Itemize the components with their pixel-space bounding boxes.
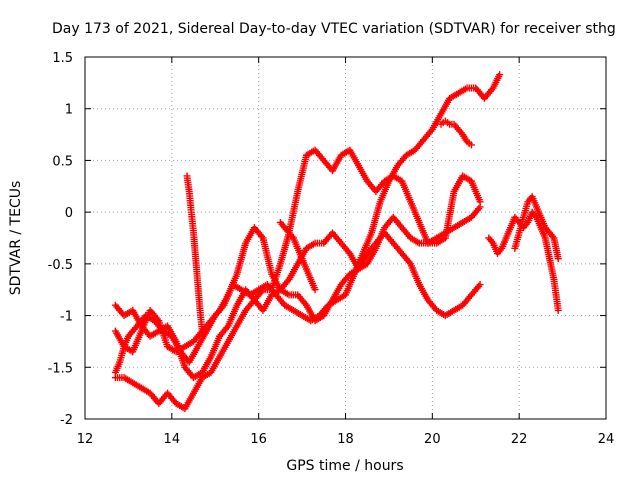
x-tick-label: 14 <box>164 432 181 447</box>
y-tick-label: 0.5 <box>52 154 73 169</box>
series-7 <box>485 208 562 314</box>
series-6 <box>276 218 319 294</box>
x-axis-label: GPS time / hours <box>286 458 403 474</box>
data-point <box>554 306 562 314</box>
series-2 <box>111 203 484 382</box>
chart-title: Day 173 of 2021, Sidereal Day-to-day VTE… <box>52 21 616 37</box>
data-point <box>198 327 206 335</box>
plot-frame <box>84 56 607 420</box>
data-point <box>476 198 484 206</box>
x-tick-label: 12 <box>77 432 94 447</box>
data-point <box>496 71 504 79</box>
data-points <box>111 71 562 413</box>
x-tick-labels: 12 14 16 18 20 22 24 <box>77 432 615 447</box>
y-tick-label: -1.5 <box>48 361 73 376</box>
data-point <box>311 286 319 294</box>
y-tick-label: 1.5 <box>52 51 73 66</box>
x-tick-label: 22 <box>511 432 528 447</box>
y-tick-label: -1 <box>60 310 73 325</box>
y-axis-label: SDTVAR / TECUs <box>8 181 24 296</box>
x-tick-label: 16 <box>250 432 267 447</box>
y-tick-label: 0 <box>65 206 73 221</box>
series-4 <box>111 146 484 413</box>
grid-lines <box>85 57 606 419</box>
series-3 <box>111 224 484 356</box>
series-8 <box>511 193 562 263</box>
y-tick-label: -0.5 <box>48 258 73 273</box>
data-point <box>476 281 484 289</box>
y-tick-label: 1 <box>65 103 73 118</box>
data-point <box>554 255 562 263</box>
series-5 <box>183 172 206 335</box>
x-tick-label: 18 <box>337 432 354 447</box>
series-9 <box>437 117 475 149</box>
y-tick-label: -2 <box>60 413 73 428</box>
x-tick-label: 20 <box>424 432 441 447</box>
x-tick-label: 24 <box>598 432 615 447</box>
data-point <box>467 141 475 149</box>
y-tick-labels: -2 -1.5 -1 -0.5 0 0.5 1 1.5 <box>48 51 73 428</box>
